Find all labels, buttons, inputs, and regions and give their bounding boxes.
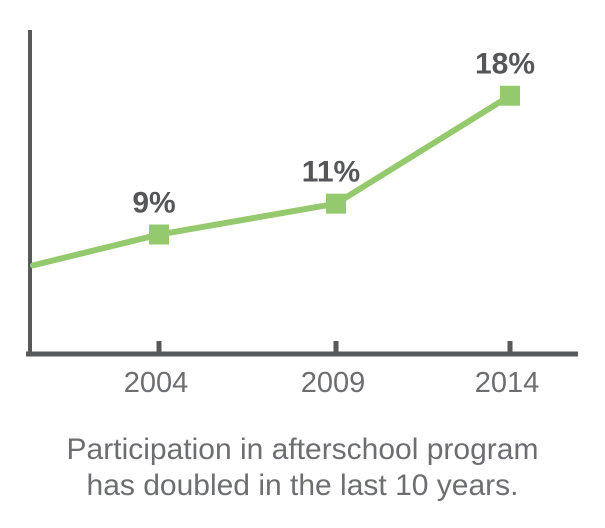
x-tick-label: 2004	[124, 367, 189, 399]
data-point-label: 9%	[132, 187, 175, 220]
data-point-label: 11%	[302, 156, 360, 189]
data-point-marker	[149, 224, 169, 245]
data-point-marker	[500, 85, 520, 106]
x-tick-label: 2014	[475, 367, 540, 399]
chart-caption: Participation in afterschool program has…	[0, 432, 605, 504]
x-tick-label: 2009	[301, 367, 366, 399]
participation-line-chart: 2004 2009 2014 9% 11% 18%	[26, 30, 578, 399]
trend-line	[30, 92, 513, 269]
caption-line-1: Participation in afterschool program	[66, 433, 539, 466]
data-point-label: 18%	[475, 48, 535, 81]
caption-line-2: has doubled in the last 10 years.	[86, 469, 519, 502]
data-point-marker	[326, 193, 346, 214]
